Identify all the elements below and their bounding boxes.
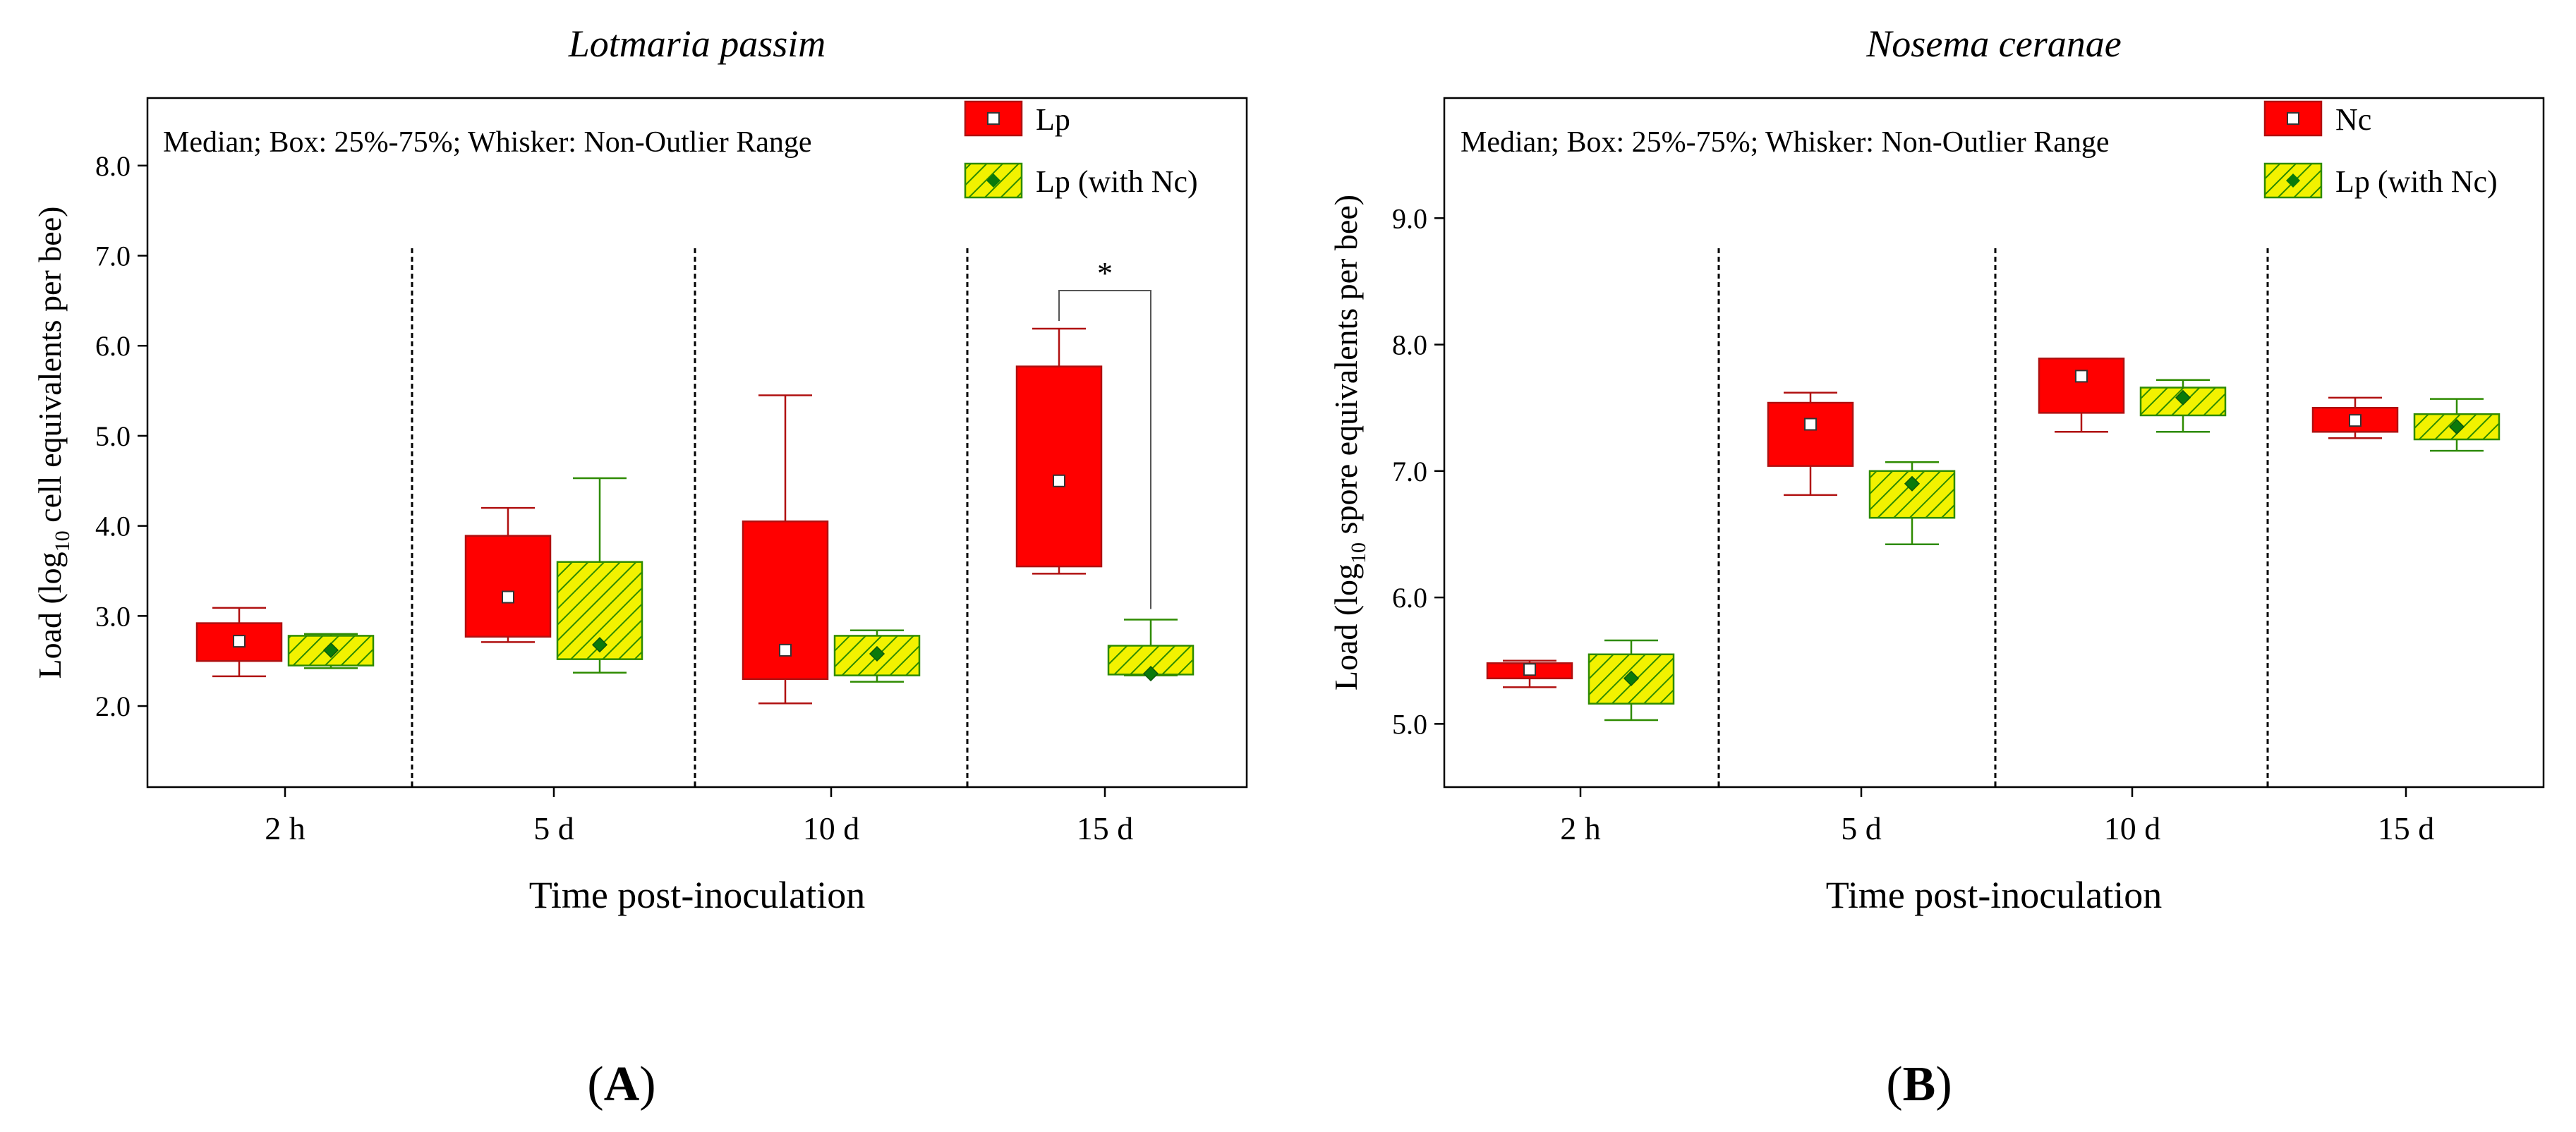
median-marker	[502, 590, 514, 604]
box-iqr	[2413, 413, 2501, 441]
y-tick-label: 6.0	[1392, 582, 1427, 614]
median-marker	[322, 642, 339, 658]
y-tick-label: 2.0	[95, 690, 131, 722]
x-tick-label: 2 h	[265, 810, 306, 846]
legend: Nc Lp (with Nc)	[2263, 100, 2498, 199]
x-tick-label: 15 d	[2378, 810, 2435, 846]
y-tick-label: 7.0	[1392, 456, 1427, 487]
box-iqr	[1767, 401, 1854, 467]
panel-label-open: (	[587, 1057, 603, 1112]
plot-frame	[1443, 97, 2545, 789]
chart-note: Median; Box: 25%-75%; Whisker: Non-Outli…	[1461, 126, 2110, 159]
box-red-0	[195, 607, 283, 678]
box-yellow-0	[287, 633, 375, 669]
box-yellow-2	[833, 629, 921, 683]
legend-marker	[2286, 174, 2300, 188]
box-red-2	[742, 394, 829, 705]
median-marker	[2349, 414, 2362, 427]
box-yellow-0	[1588, 639, 1675, 722]
median-marker	[1142, 666, 1159, 682]
legend-label: Lp	[1036, 102, 1070, 137]
panel-label-open: (	[1886, 1057, 1902, 1112]
y-tick-label: 5.0	[95, 420, 131, 452]
median-marker	[869, 645, 885, 662]
box-iqr	[464, 535, 552, 638]
median-marker	[233, 635, 246, 648]
median-marker	[1904, 475, 1921, 492]
y-tick-label: 4.0	[95, 511, 131, 542]
median-marker	[2448, 419, 2465, 435]
box-yellow-3	[2413, 398, 2501, 452]
box-yellow-3	[1107, 619, 1195, 682]
box-yellow-1	[1868, 461, 1956, 546]
plot-frame	[146, 97, 1248, 789]
legend-marker	[2287, 112, 2299, 125]
panel-a: Lotmaria passim 2.0 3.0 4.0 5.0 6.0 7.0 8.0 Load…	[32, 23, 1248, 1112]
median-marker	[2175, 389, 2191, 406]
chart-title: Lotmaria passim	[568, 23, 826, 65]
median-marker	[1804, 418, 1817, 431]
box-red-2	[2038, 358, 2125, 433]
legend-marker	[987, 112, 1000, 125]
box-iqr	[1015, 365, 1103, 568]
significance-star: *	[1097, 256, 1113, 291]
significance-bracket: *	[1058, 256, 1151, 609]
x-tick-label: 2 h	[1560, 810, 1601, 846]
y-axis-label-sub: 10	[51, 530, 74, 552]
box-red-0	[1486, 659, 1573, 688]
y-axis-label-pre: Load (log	[32, 552, 68, 678]
panel-label-close: )	[639, 1057, 655, 1112]
bracket-line	[1058, 290, 1151, 609]
box-yellow-1	[556, 477, 643, 674]
legend-label: Nc	[2335, 102, 2371, 137]
legend-label: Lp (with Nc)	[1036, 164, 1198, 199]
box-red-3	[1015, 327, 1103, 575]
box-red-3	[2311, 396, 2399, 439]
panel-label-close: )	[1935, 1057, 1952, 1112]
chart-title: Nosema ceranae	[1866, 23, 2121, 65]
x-tick-label: 5 d	[1841, 810, 1882, 846]
x-axis-label: Time post-inoculation	[1826, 874, 2163, 916]
chart-note: Median; Box: 25%-75%; Whisker: Non-Outli…	[163, 126, 812, 159]
y-tick-label: 7.0	[95, 240, 131, 272]
median-marker	[1523, 663, 1536, 676]
box-iqr	[2038, 358, 2125, 414]
x-tick-label: 15 d	[1077, 810, 1134, 846]
y-axis-label-pre: Load (log	[1328, 564, 1364, 690]
x-tick-label: 10 d	[803, 810, 860, 846]
panel-label: (A)	[587, 1057, 655, 1112]
x-tick-label: 10 d	[2104, 810, 2161, 846]
box-yellow-2	[2139, 379, 2227, 433]
panel-label-letter: A	[604, 1057, 640, 1112]
y-axis-label-sub: 10	[1347, 542, 1370, 564]
median-marker	[779, 643, 792, 657]
y-axis-label: Load (log10 spore equivalents per bee)	[1328, 195, 1370, 690]
legend-marker	[986, 174, 1000, 188]
y-axis-label-post: cell equivalents per bee)	[32, 207, 68, 531]
y-axis-label-post: spore equivalents per bee)	[1328, 195, 1364, 542]
y-tick-label: 5.0	[1392, 708, 1427, 740]
panel-label: (B)	[1886, 1057, 1952, 1112]
y-tick-label: 8.0	[1392, 329, 1427, 361]
median-marker	[1053, 474, 1065, 487]
box-iqr	[287, 635, 375, 667]
box-red-1	[464, 506, 552, 643]
x-axis-label: Time post-inoculation	[529, 874, 866, 916]
y-tick-label: 9.0	[1392, 202, 1427, 234]
legend-label: Lp (with Nc)	[2335, 164, 2498, 199]
y-tick-label: 8.0	[95, 150, 131, 182]
median-marker	[1623, 670, 1640, 686]
median-marker	[591, 637, 608, 653]
panel-label-letter: B	[1903, 1057, 1936, 1112]
box-red-1	[1767, 391, 1854, 497]
y-tick-label: 6.0	[95, 330, 131, 362]
x-tick-label: 5 d	[533, 810, 574, 846]
y-tick-label: 3.0	[95, 600, 131, 632]
median-marker	[2075, 370, 2088, 383]
legend: Lp Lp (with Nc)	[964, 100, 1198, 199]
y-axis-label: Load (log10 cell equivalents per bee)	[32, 207, 74, 679]
